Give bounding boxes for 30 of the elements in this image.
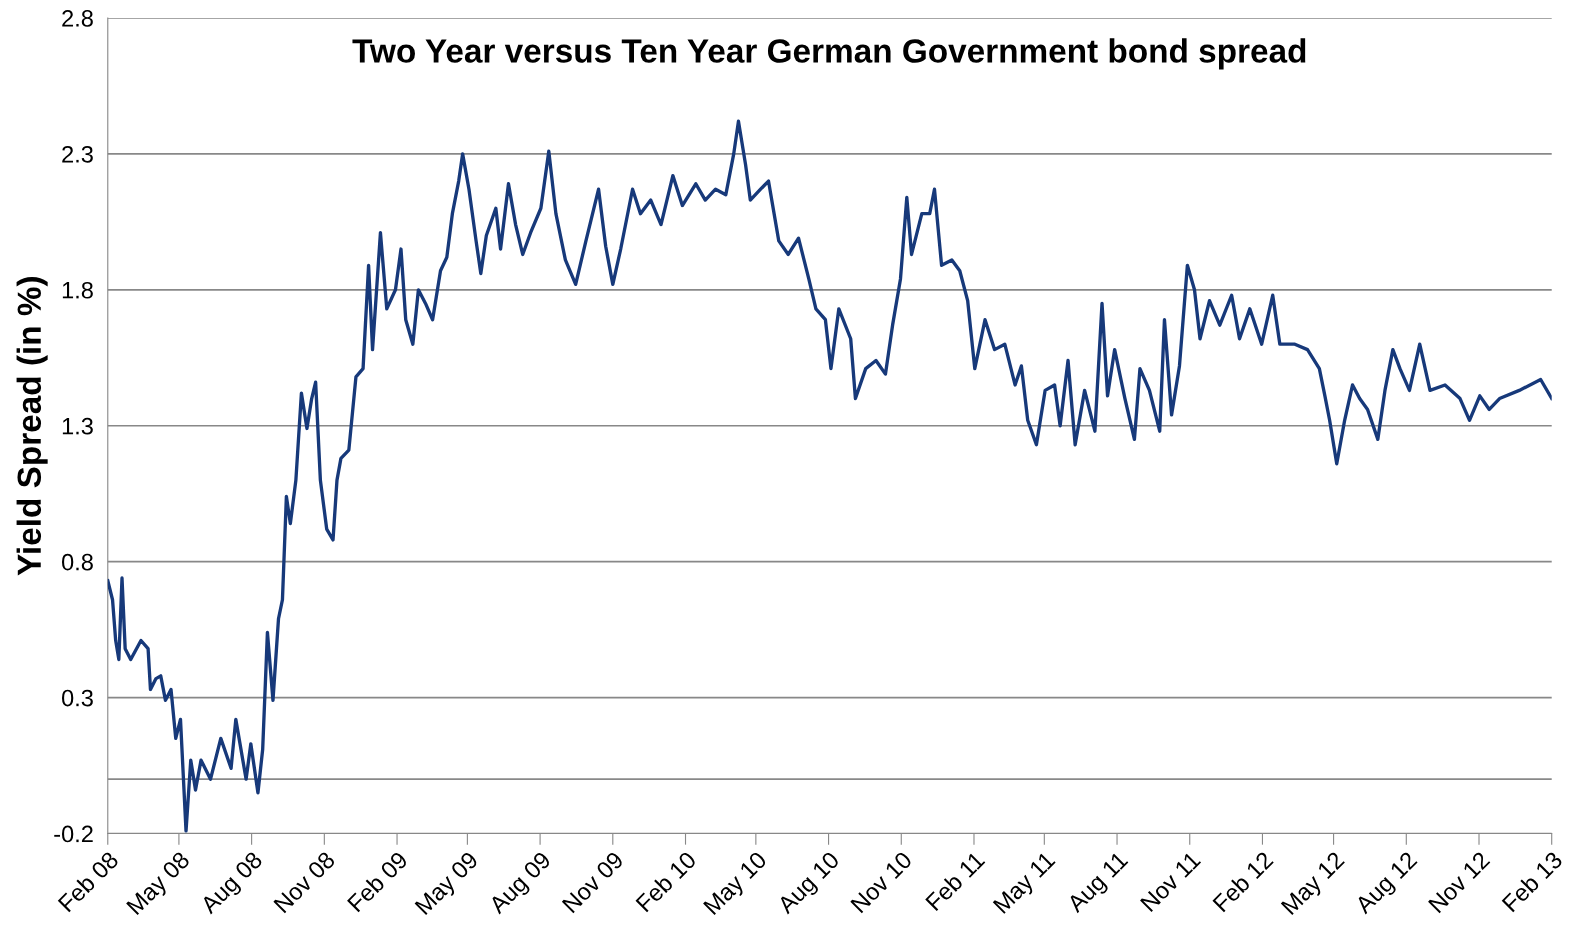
x-tick-label: Aug 11 [1066,850,1132,917]
y-tick-label: 0.3 [61,689,93,707]
y-tick-label: 0.8 [61,553,93,571]
x-tick-label: Aug 09 [487,850,555,918]
x-tick-label: May 10 [702,850,771,919]
x-tick-label: Nov 09 [561,850,625,914]
y-tick-label: 1.8 [62,281,93,299]
x-tick-label: Feb 11 [924,850,986,912]
x-tick-label: Nov 11 [1140,850,1202,913]
x-tick-label: May 08 [125,850,194,919]
x-tick-label: May 09 [414,850,483,919]
x-tick-label: Nov 10 [850,850,913,914]
y-tick-label: 2.3 [62,145,93,163]
y-tick-label: 1.3 [62,417,93,435]
text: Two Year versus Ten Year German Government bond spread [352,38,1306,70]
x-tick-label: Aug 08 [199,850,267,918]
y-tick-label: 2.8 [62,10,93,27]
x-tick-label: May 11 [992,850,1060,918]
x-tick-label: Nov 12 [1427,850,1491,914]
x-tick-label: Feb 10 [634,850,698,913]
x-tick-label: Aug 10 [776,850,844,918]
x-tick-label: May 12 [1280,850,1349,919]
x-tick-label: Feb 12 [1211,850,1274,913]
y-axis-title: Yield Spread (in %) [16,277,48,576]
y-tick-label: -0.2 [54,825,93,843]
x-tick-label: Feb 13 [1501,850,1564,913]
x-tick-label: Feb 08 [57,850,120,913]
x-tick-label: Feb 09 [346,850,409,913]
x-tick-label: Aug 12 [1353,850,1422,918]
x-tick-label: Nov 08 [273,850,336,914]
